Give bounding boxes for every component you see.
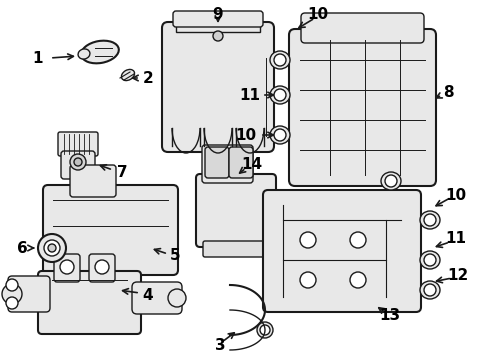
Ellipse shape xyxy=(270,126,290,144)
Text: 5: 5 xyxy=(170,248,180,264)
Ellipse shape xyxy=(270,86,290,104)
Circle shape xyxy=(385,175,397,187)
Text: 13: 13 xyxy=(379,307,400,323)
FancyBboxPatch shape xyxy=(58,132,98,156)
Bar xyxy=(176,16,260,32)
FancyBboxPatch shape xyxy=(162,22,274,152)
FancyBboxPatch shape xyxy=(132,282,182,314)
FancyBboxPatch shape xyxy=(173,11,263,27)
Circle shape xyxy=(350,232,366,248)
Text: 14: 14 xyxy=(242,157,263,171)
Text: 8: 8 xyxy=(442,85,453,99)
FancyBboxPatch shape xyxy=(89,254,115,282)
Circle shape xyxy=(74,158,82,166)
Text: 11: 11 xyxy=(240,87,261,103)
Circle shape xyxy=(424,284,436,296)
FancyBboxPatch shape xyxy=(61,151,95,179)
Ellipse shape xyxy=(257,322,273,338)
FancyBboxPatch shape xyxy=(70,165,116,197)
FancyBboxPatch shape xyxy=(229,147,253,178)
Text: 11: 11 xyxy=(445,230,466,246)
Text: 10: 10 xyxy=(307,6,329,22)
Circle shape xyxy=(260,325,270,335)
Ellipse shape xyxy=(2,284,22,304)
Circle shape xyxy=(6,297,18,309)
Circle shape xyxy=(350,272,366,288)
Ellipse shape xyxy=(168,289,186,307)
FancyBboxPatch shape xyxy=(54,254,80,282)
FancyBboxPatch shape xyxy=(38,271,141,334)
Ellipse shape xyxy=(420,211,440,229)
Text: 7: 7 xyxy=(117,165,127,180)
Circle shape xyxy=(6,279,18,291)
Circle shape xyxy=(48,244,56,252)
Circle shape xyxy=(274,89,286,101)
FancyBboxPatch shape xyxy=(196,174,276,247)
Circle shape xyxy=(213,31,223,41)
Ellipse shape xyxy=(420,251,440,269)
Circle shape xyxy=(274,54,286,66)
Circle shape xyxy=(38,234,66,262)
Circle shape xyxy=(60,260,74,274)
Ellipse shape xyxy=(81,41,119,63)
Circle shape xyxy=(424,254,436,266)
FancyBboxPatch shape xyxy=(203,241,269,257)
Text: 10: 10 xyxy=(235,127,257,143)
Text: 9: 9 xyxy=(213,6,223,22)
Ellipse shape xyxy=(381,172,401,190)
Circle shape xyxy=(424,214,436,226)
Ellipse shape xyxy=(270,51,290,69)
FancyBboxPatch shape xyxy=(263,190,421,312)
FancyBboxPatch shape xyxy=(289,29,436,186)
Text: 1: 1 xyxy=(33,50,43,66)
Ellipse shape xyxy=(78,49,90,59)
Circle shape xyxy=(95,260,109,274)
Ellipse shape xyxy=(122,69,135,81)
Circle shape xyxy=(44,240,60,256)
FancyBboxPatch shape xyxy=(43,185,178,275)
Circle shape xyxy=(70,154,86,170)
FancyBboxPatch shape xyxy=(205,147,229,178)
FancyBboxPatch shape xyxy=(8,276,50,312)
Text: 3: 3 xyxy=(215,338,225,352)
Circle shape xyxy=(300,272,316,288)
Text: 12: 12 xyxy=(447,267,468,283)
Circle shape xyxy=(300,232,316,248)
Text: 10: 10 xyxy=(445,188,466,202)
Ellipse shape xyxy=(420,281,440,299)
Text: 6: 6 xyxy=(17,240,27,256)
Text: 4: 4 xyxy=(143,288,153,302)
Circle shape xyxy=(274,129,286,141)
Text: 2: 2 xyxy=(143,71,153,86)
FancyBboxPatch shape xyxy=(202,145,253,183)
FancyBboxPatch shape xyxy=(301,13,424,43)
